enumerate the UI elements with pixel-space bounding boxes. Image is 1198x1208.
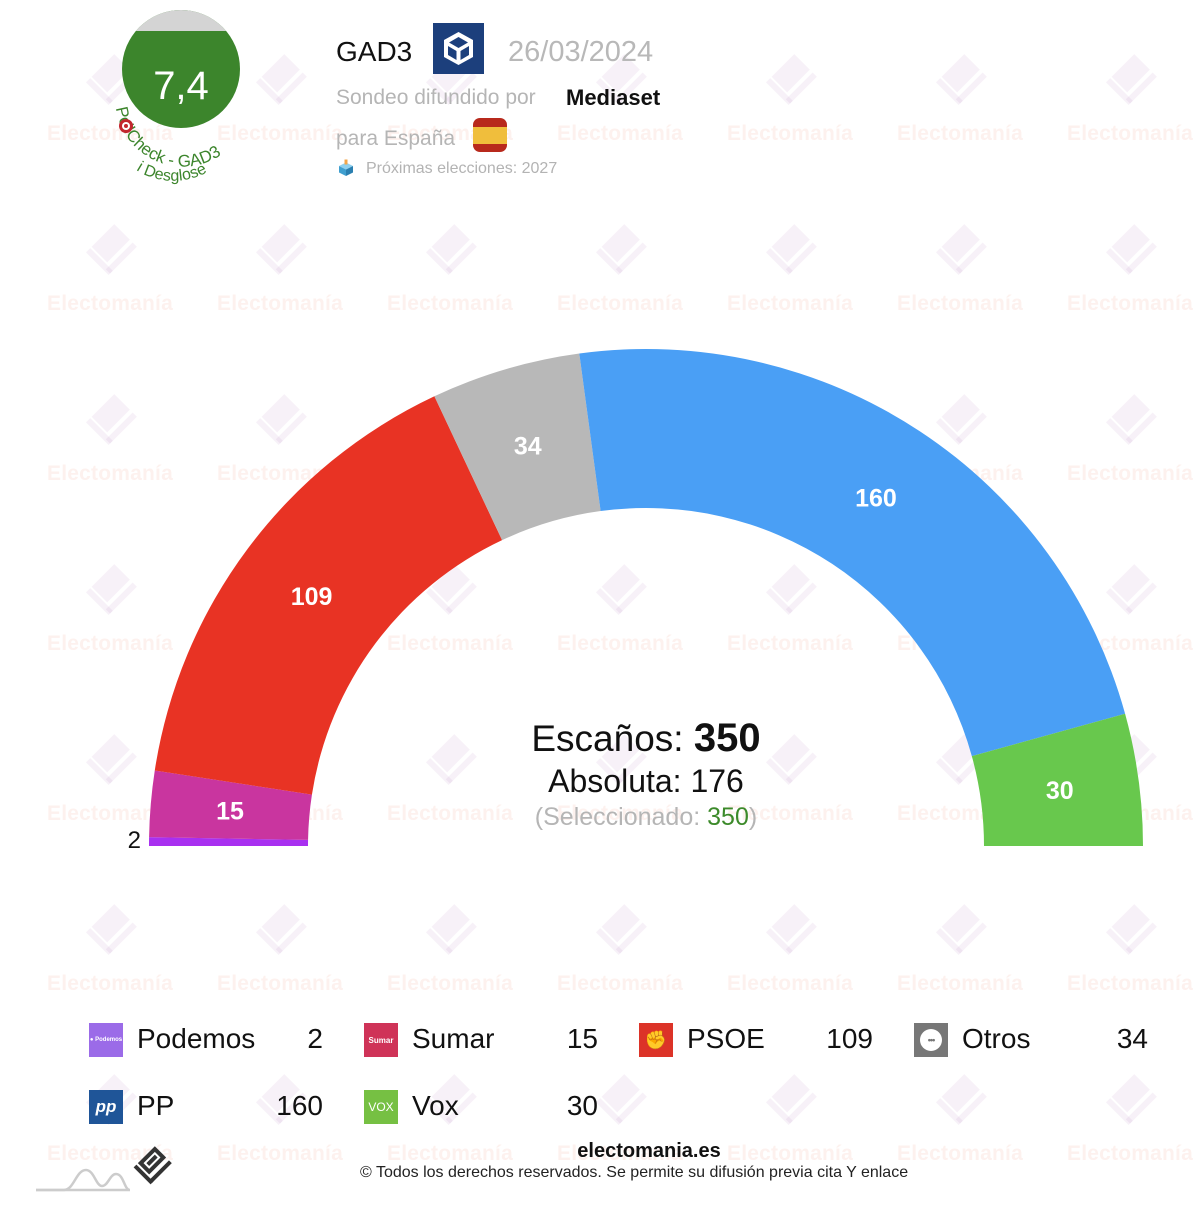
pollcheck-arc-label[interactable]: PollCheck - GAD3 i Desglose (100, 60, 270, 190)
trend-line-icon (36, 1168, 131, 1192)
legend-item-otros[interactable]: ••• Otros 34 (914, 1020, 1154, 1060)
pollcheck-score-badge[interactable]: 7,4 (122, 10, 240, 128)
legend-name: Vox (412, 1090, 459, 1121)
score-gauge-remainder (122, 10, 240, 31)
podemos-logo-icon: ● Podemos (89, 1023, 123, 1057)
legend-item-sumar[interactable]: Sumar Sumar 15 (364, 1020, 604, 1060)
region-label: para España (336, 127, 456, 150)
ballot-box-icon (339, 159, 353, 176)
selected-prefix: (Seleccionado: (534, 803, 701, 831)
spain-flag-icon (473, 118, 507, 152)
pollcheck-score: 7,4 (153, 64, 209, 108)
segment-label: 160 (855, 485, 897, 513)
legend-name: PSOE (687, 1023, 765, 1054)
segment-label: 15 (216, 797, 244, 825)
legend-value: 30 (566, 1090, 598, 1121)
legend-item-pp[interactable]: pp PP 160 (89, 1087, 329, 1127)
seat-segment-vox[interactable] (971, 713, 1143, 846)
pollster-name: GAD3 (336, 36, 413, 67)
legend-name: PP (137, 1090, 175, 1121)
pp-logo-icon: pp (89, 1090, 123, 1124)
legend-name: Podemos (137, 1023, 256, 1054)
selected-suffix: ) (748, 803, 758, 831)
legend-value: 15 (566, 1023, 598, 1054)
sponsor-name: Mediaset (566, 85, 661, 110)
selected-line: (Seleccionado: 350) (446, 801, 846, 833)
segment-label: 2 (128, 827, 141, 854)
seats-line: Escaños: 350 (446, 716, 846, 761)
legend-item-vox[interactable]: VOX Vox 30 (364, 1087, 604, 1127)
seats-label: Escaños: (531, 718, 684, 759)
others-logo-icon: ••• (914, 1023, 948, 1057)
electomania-logo-icon (133, 1146, 172, 1185)
segment-label: 34 (514, 433, 542, 461)
legend-value: 2 (307, 1023, 323, 1054)
seats-total: 350 (693, 716, 761, 760)
majority-line: Absoluta: 176 (446, 761, 846, 801)
legend-item-psoe[interactable]: ✊ PSOE 109 (639, 1020, 879, 1060)
footer-copyright: © Todos los derechos reservados. Se perm… (360, 1164, 909, 1181)
psoe-logo-icon: ✊ (639, 1023, 673, 1057)
cube-icon (433, 23, 484, 74)
legend-name: Sumar (412, 1023, 495, 1054)
majority-label: Absoluta: (548, 763, 682, 799)
footer-site-link[interactable]: electomania.es (577, 1140, 721, 1162)
legend-value: 109 (826, 1023, 873, 1054)
seat-segment-podemos[interactable] (149, 837, 309, 846)
legend-value: 160 (276, 1090, 323, 1121)
vox-logo-icon: VOX (364, 1090, 398, 1124)
next-elections: Próximas elecciones: 2027 (366, 160, 558, 177)
chart-summary: Escaños: 350 Absoluta: 176 (Seleccionado… (446, 716, 846, 833)
sponsor-prefix: Sondeo difundido por (336, 86, 536, 109)
legend-name: Otros (962, 1023, 1031, 1054)
majority-value: 176 (690, 763, 744, 799)
segment-label: 30 (1046, 777, 1074, 805)
footer-logos (36, 1146, 172, 1192)
sumar-logo-icon: Sumar (364, 1023, 398, 1057)
selected-value: 350 (707, 803, 749, 831)
segment-label: 109 (291, 583, 333, 611)
legend-value: 34 (1116, 1023, 1148, 1054)
legend-item-podemos[interactable]: ● Podemos Podemos 2 (89, 1020, 329, 1060)
seat-segment-psoe[interactable] (154, 396, 503, 795)
poll-date: 26/03/2024 (508, 36, 654, 68)
seat-segment-otros[interactable] (434, 353, 601, 541)
seat-segment-pp[interactable] (579, 348, 1126, 757)
seat-segment-sumar[interactable] (149, 770, 312, 840)
